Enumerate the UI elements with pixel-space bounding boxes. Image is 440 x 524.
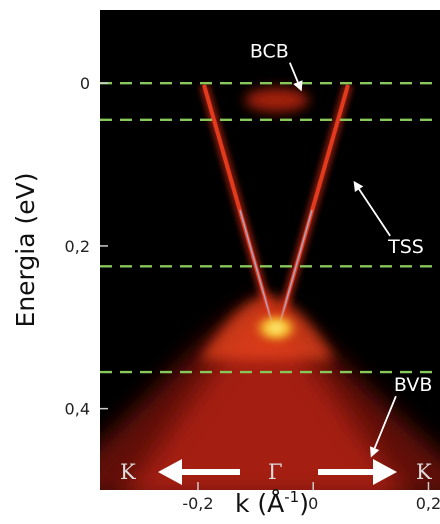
y-axis: 0 0,2 0,4 [65, 74, 108, 419]
x-axis-title-main: k (Å [235, 489, 284, 518]
dirac-core [250, 310, 302, 346]
bvb-label: BVB [394, 374, 432, 396]
bcb-arrow-line [288, 62, 299, 83]
x-axis-title-close: ) [299, 489, 309, 518]
bvb-arrow-line [373, 395, 397, 449]
right-arrow-head [373, 459, 397, 485]
y-tick-label-1: 0,2 [65, 237, 90, 256]
k-left-label: K [120, 460, 136, 484]
x-tick-label-1: 0 [308, 494, 318, 513]
tss-arrow-line [358, 188, 391, 237]
bcb-blob [245, 88, 309, 112]
dashed-lines [100, 82, 440, 374]
spectrum [100, 82, 440, 490]
x-tick-label-2: 0,2 [416, 494, 440, 513]
annotations: BCB TSS BVB [250, 41, 432, 458]
bcb-arrow-head [293, 80, 303, 92]
tss-left-center [239, 209, 275, 331]
k-right-label: K [416, 460, 432, 484]
bcb-label: BCB [250, 41, 289, 63]
y-tick-label-2: 0,4 [65, 400, 90, 419]
bvb-glow-inner [127, 310, 403, 490]
k-path: K Γ K [120, 459, 432, 485]
tss-label: TSS [387, 236, 424, 258]
tss-bands [199, 83, 353, 332]
x-tick-label-0: -0,2 [182, 494, 213, 513]
y-axis-title: Energia (eV) [11, 173, 40, 328]
x-axis-title: k (Å-1) [235, 488, 309, 518]
tss-arrow-head [353, 180, 364, 192]
gamma-label: Γ [268, 460, 283, 484]
tss-right-center [277, 209, 313, 331]
y-tick-label-0: 0 [80, 74, 90, 93]
left-arrow-head [158, 459, 182, 485]
x-axis: -0,2 0 0,2 [182, 482, 440, 513]
x-axis-title-sup: -1 [284, 488, 299, 506]
bvb-arrow-head [370, 446, 380, 458]
